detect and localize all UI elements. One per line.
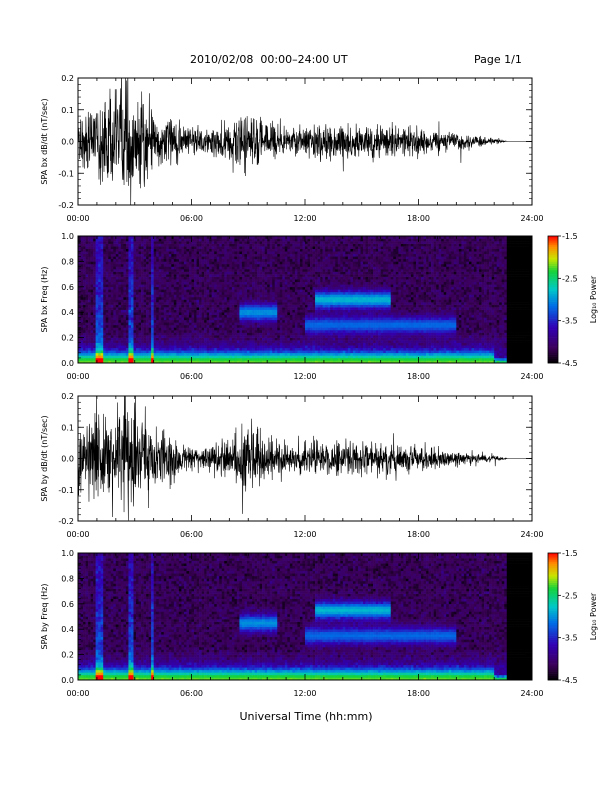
y-tick-label: 1.0 bbox=[61, 549, 74, 558]
colorbar: -1.5 -2.5 -3.5 -4.5 Log₁₀ Power bbox=[547, 232, 598, 368]
y-tick-label: 0.6 bbox=[61, 600, 74, 609]
x-tick-label: 06:00 bbox=[180, 530, 203, 539]
colorbar-tick-label: -4.5 bbox=[562, 676, 578, 685]
y-tick-label: -0.2 bbox=[58, 517, 74, 526]
y-tick-label: 0.0 bbox=[61, 359, 74, 368]
colorbar: -1.5 -2.5 -3.5 -4.5 Log₁₀ Power bbox=[547, 549, 598, 685]
x-tick-label: 00:00 bbox=[66, 372, 89, 381]
series-line bbox=[78, 78, 532, 205]
y-tick-label: 0.2 bbox=[61, 392, 74, 401]
y-axis-label: SPA bx Freq (Hz) bbox=[40, 267, 49, 333]
x-tick-label: 00:00 bbox=[66, 214, 89, 223]
colorbar-label: Log₁₀ Power bbox=[589, 592, 598, 640]
colorbar-tick-label: -3.5 bbox=[562, 317, 578, 326]
y-axis-label: SPA by Freq (Hz) bbox=[40, 584, 49, 650]
y-tick-label: -0.2 bbox=[58, 201, 74, 210]
x-tick-label: 24:00 bbox=[520, 689, 543, 698]
colorbar-frame bbox=[547, 552, 559, 681]
x-tick-label: 00:00 bbox=[66, 689, 89, 698]
x-tick-label: 18:00 bbox=[407, 214, 430, 223]
y-tick-label: 0.2 bbox=[61, 74, 74, 83]
panel-4: 00:00 06:00 12:00 18:00 24:00 0.0 0.2 0.4 0.6 0.8… bbox=[40, 549, 544, 698]
x-tick-label: 12:00 bbox=[293, 689, 316, 698]
y-tick-label: 0.2 bbox=[61, 651, 74, 660]
x-tick-label: 12:00 bbox=[293, 372, 316, 381]
panel-3: 00:00 06:00 12:00 18:00 24:00 -0.2 -0.1 0.0 0.1 0… bbox=[40, 392, 544, 539]
x-tick-label: 18:00 bbox=[407, 689, 430, 698]
y-tick-label: -0.1 bbox=[58, 486, 74, 495]
colorbar-tick-label: -1.5 bbox=[562, 232, 578, 241]
y-tick-label: -0.1 bbox=[58, 169, 74, 178]
x-axis-title: Universal Time (hh:mm) bbox=[239, 710, 373, 723]
page-number: Page 1/1 bbox=[474, 53, 522, 66]
y-tick-label: 0.1 bbox=[61, 106, 74, 115]
colorbar-label: Log₁₀ Power bbox=[589, 275, 598, 323]
panel-2: 00:00 06:00 12:00 18:00 24:00 0.0 0.2 0.4 0.6 0.8… bbox=[40, 232, 544, 381]
colorbar-tick-label: -2.5 bbox=[562, 591, 578, 600]
colorbar-tick-label: -4.5 bbox=[562, 359, 578, 368]
y-tick-label: 0.0 bbox=[61, 455, 74, 464]
colorbar-tick-label: -1.5 bbox=[562, 549, 578, 558]
y-tick-label: 0.4 bbox=[61, 308, 74, 317]
y-tick-label: 0.6 bbox=[61, 283, 74, 292]
y-tick-label: 0.1 bbox=[61, 423, 74, 432]
heatmap-cells bbox=[78, 236, 533, 364]
y-tick-label: 1.0 bbox=[61, 232, 74, 241]
x-tick-label: 00:00 bbox=[66, 530, 89, 539]
x-tick-label: 06:00 bbox=[180, 372, 203, 381]
page-title: 2010/02/08 00:00–24:00 UT bbox=[190, 53, 348, 66]
heatmap-cells bbox=[78, 553, 533, 681]
x-tick-label: 24:00 bbox=[520, 214, 543, 223]
x-tick-label: 24:00 bbox=[520, 530, 543, 539]
y-tick-label: 0.2 bbox=[61, 334, 74, 343]
y-tick-label: 0.8 bbox=[61, 574, 74, 583]
x-tick-label: 24:00 bbox=[520, 372, 543, 381]
x-tick-label: 06:00 bbox=[180, 214, 203, 223]
y-axis-label: SPA bx dB/dt (nT/sec) bbox=[40, 98, 49, 184]
y-tick-label: 0.0 bbox=[61, 676, 74, 685]
y-axis-label: SPA by dB/dt (nT/sec) bbox=[40, 415, 49, 501]
x-tick-label: 12:00 bbox=[293, 530, 316, 539]
series-line bbox=[78, 396, 532, 521]
x-tick-label: 12:00 bbox=[293, 214, 316, 223]
colorbar-tick-label: -3.5 bbox=[562, 634, 578, 643]
x-tick-label: 06:00 bbox=[180, 689, 203, 698]
colorbar-tick-label: -2.5 bbox=[562, 274, 578, 283]
x-tick-label: 18:00 bbox=[407, 530, 430, 539]
y-tick-label: 0.8 bbox=[61, 257, 74, 266]
panel-1: 00:00 06:00 12:00 18:00 24:00 -0.2 -0.1 0.0 0.1 0… bbox=[40, 74, 544, 223]
y-tick-label: 0.4 bbox=[61, 625, 74, 634]
colorbar-frame bbox=[547, 235, 559, 364]
x-tick-label: 18:00 bbox=[407, 372, 430, 381]
y-tick-label: 0.0 bbox=[61, 138, 74, 147]
